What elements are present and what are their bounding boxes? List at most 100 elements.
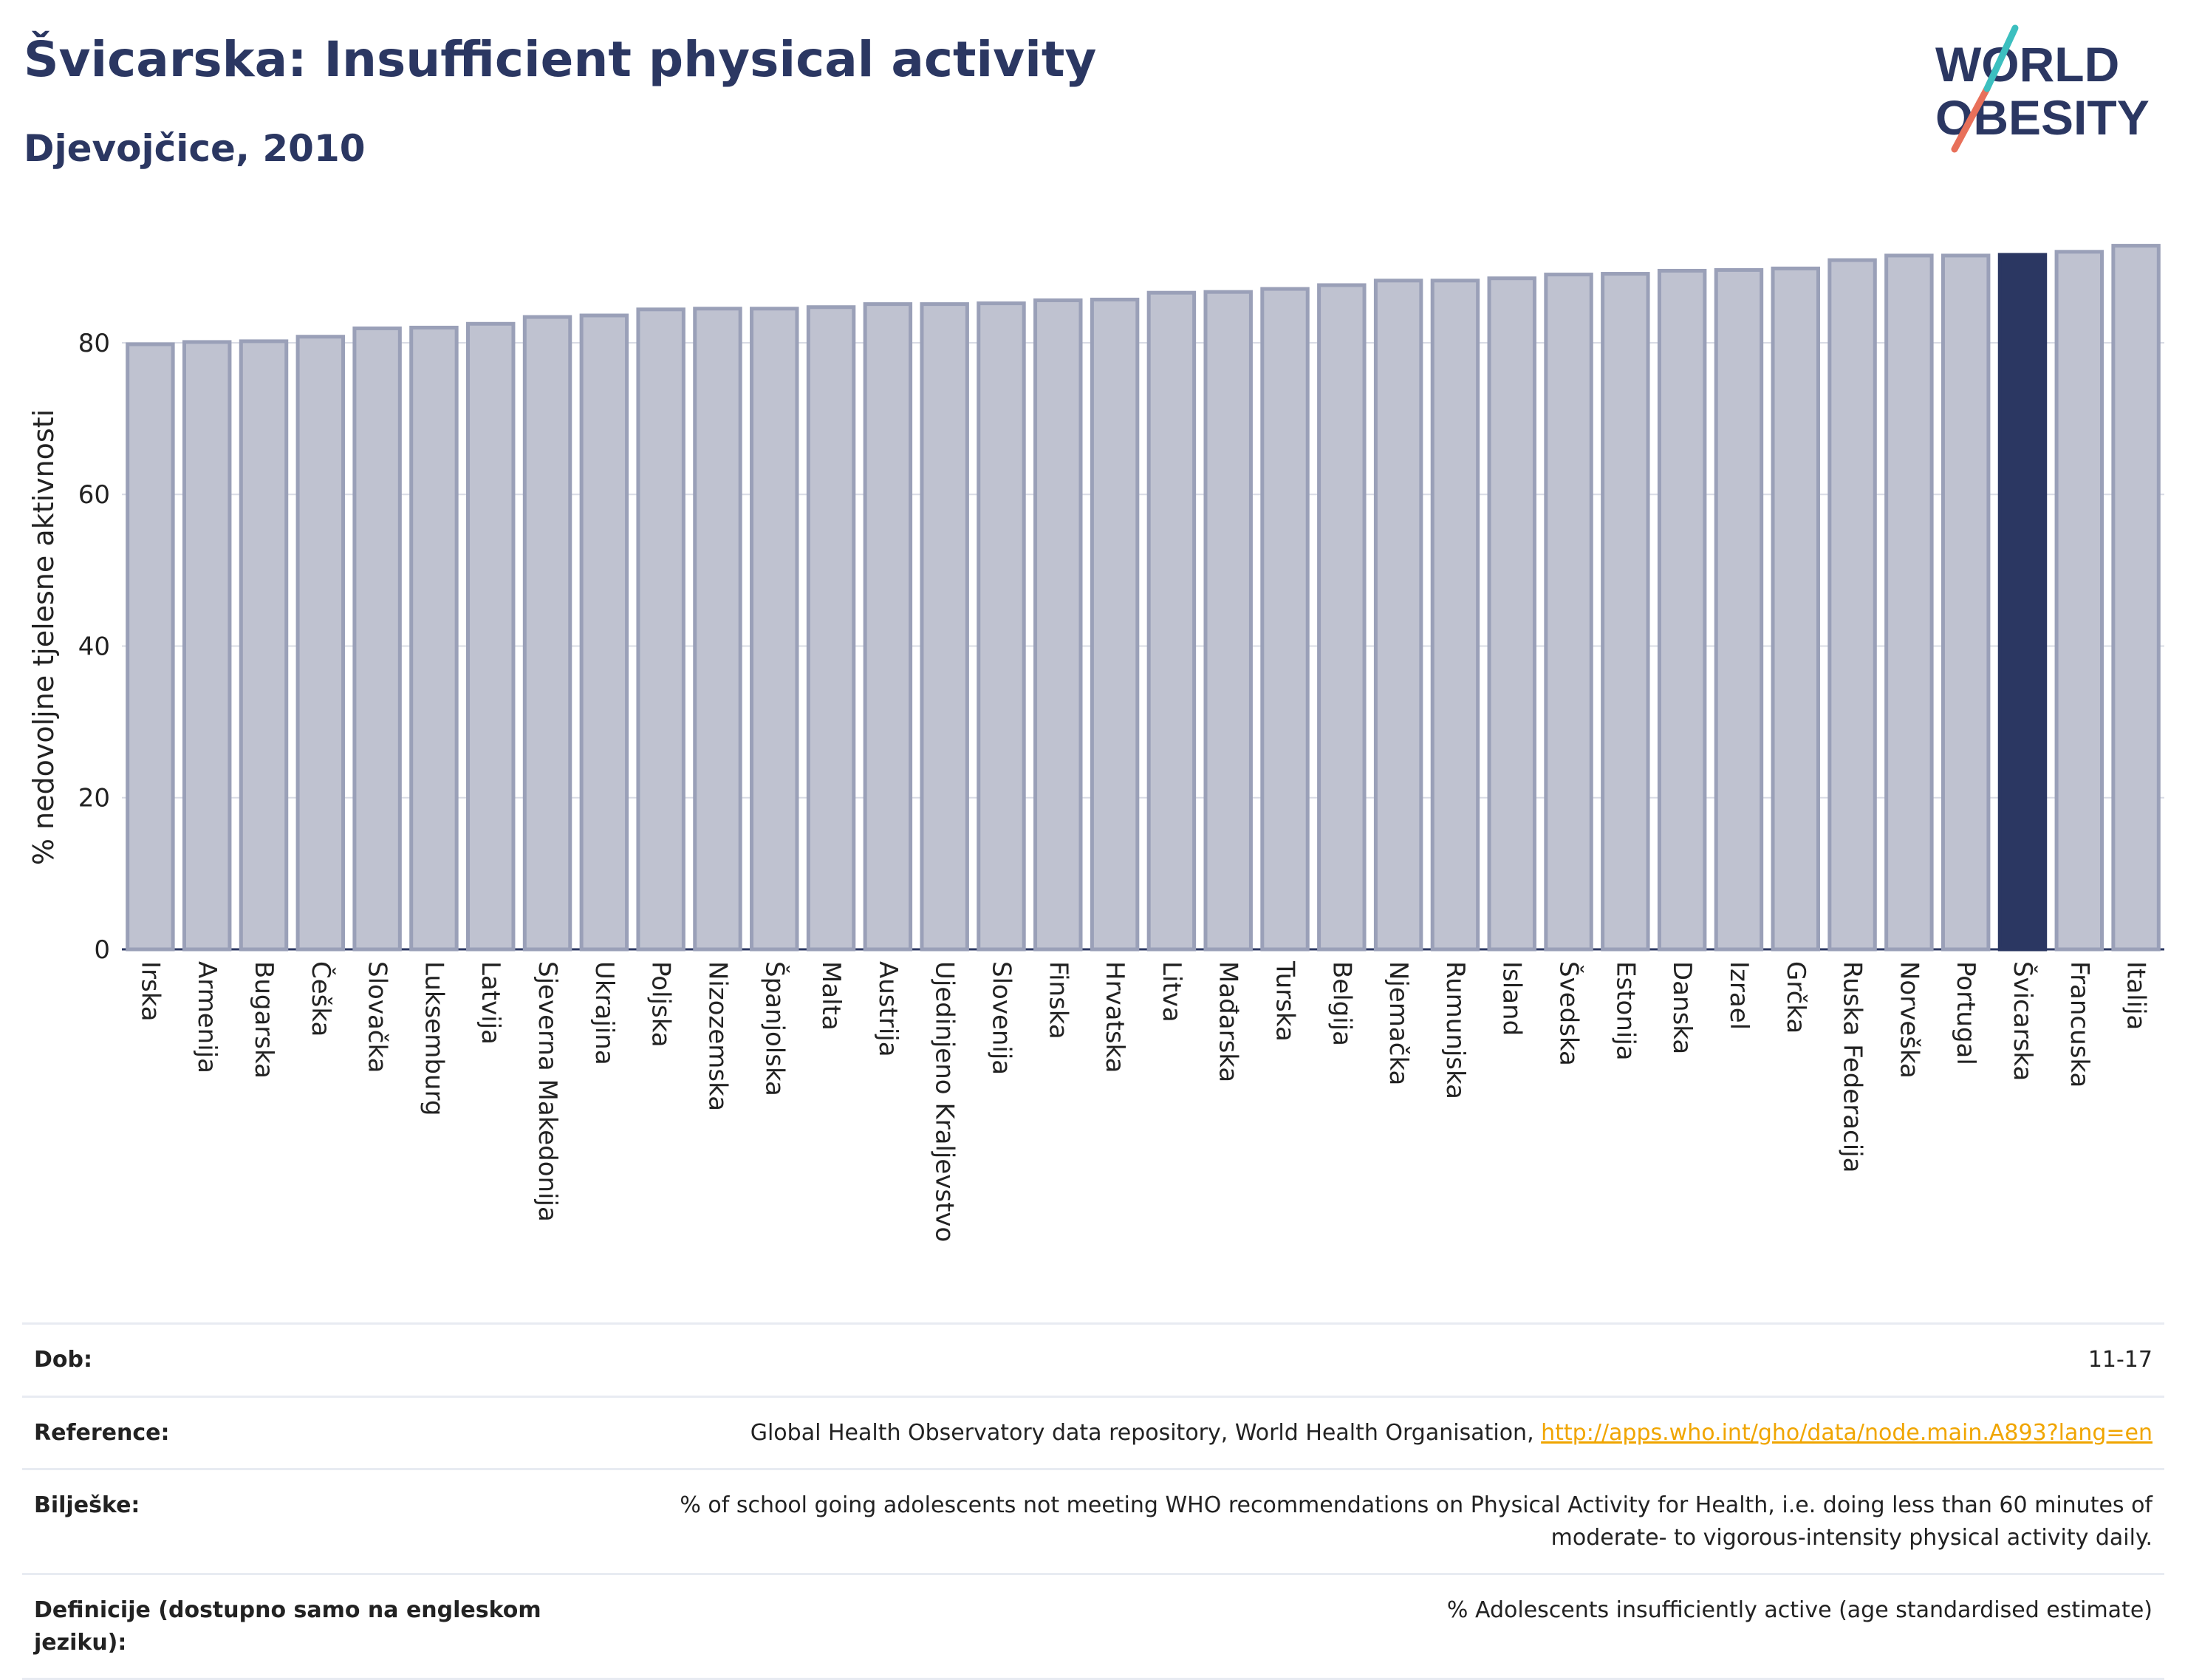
bar-Norveška[interactable] [1884, 253, 1934, 952]
page-title: Švicarska: Insufficient physical activit… [24, 31, 1097, 88]
bar-Mađarska[interactable] [1203, 290, 1253, 952]
x-tick-label: Austrija [873, 961, 903, 1057]
page-subtitle: Djevojčice, 2010 [24, 127, 366, 170]
y-axis-label: % nedovoljne tjelesne aktivnosti [27, 409, 60, 865]
x-tick-label: Francuska [2065, 961, 2094, 1087]
svg-text:WORLD: WORLD [1935, 37, 2119, 92]
bar-Turska[interactable] [1260, 287, 1310, 952]
bar-Ruska Federacija[interactable] [1827, 258, 1877, 952]
bar-Island[interactable] [1487, 276, 1536, 952]
bar-Švedska[interactable] [1544, 273, 1593, 952]
meta-row-age: Dob: 11-17 [22, 1322, 2164, 1398]
definitions-value: % Adolescents insufficiently active (age… [578, 1573, 2164, 1680]
meta-row-reference: Reference: Global Health Observatory dat… [22, 1395, 2164, 1470]
x-tick-label: Belgija [1327, 961, 1356, 1046]
bar-Ukrajina[interactable] [579, 313, 629, 952]
bar-Finska[interactable] [1033, 298, 1083, 952]
x-tick-label: Finska [1043, 961, 1073, 1039]
x-tick-label: Litva [1157, 961, 1186, 1022]
y-tick-label: 60 [78, 480, 110, 510]
bar-Ujedinjeno Kraljevstvo[interactable] [920, 302, 969, 952]
bar-Portugal[interactable] [1940, 253, 1991, 952]
definitions-label: Definicije (dostupno samo na engleskom j… [22, 1573, 578, 1680]
bar-Danska[interactable] [1657, 268, 1707, 952]
bar-Belgija[interactable] [1317, 283, 1367, 952]
svg-text:OBESITY: OBESITY [1935, 90, 2150, 145]
bar-Latvija[interactable] [466, 321, 516, 952]
notes-value: % of school going adolescents not meetin… [578, 1468, 2164, 1575]
notes-label: Bilješke: [22, 1468, 578, 1575]
reference-text: Global Health Observatory data repositor… [750, 1419, 1542, 1446]
bar-Slovačka[interactable] [352, 326, 402, 952]
x-tick-label: Sjeverna Makedonija [533, 961, 562, 1222]
meta-row-definitions: Definicije (dostupno samo na engleskom j… [22, 1573, 2164, 1680]
x-tick-label: Poljska [646, 961, 676, 1048]
x-tick-label: Švicarska [2008, 961, 2038, 1081]
x-tick-label: Bugarska [249, 961, 278, 1079]
x-tick-label: Latvija [476, 961, 505, 1045]
x-tick-label: Danska [1667, 961, 1697, 1054]
bar-Švicarska[interactable] [1997, 253, 2048, 952]
age-label: Dob: [22, 1322, 578, 1398]
bar-Rumunjska[interactable] [1430, 279, 1480, 952]
bar-Grčka[interactable] [1771, 266, 1820, 952]
x-tick-label: Češka [306, 961, 336, 1037]
x-tick-label: Irska [135, 961, 165, 1022]
bar-Izrael[interactable] [1714, 267, 1764, 952]
bar-Nizozemska[interactable] [693, 307, 742, 952]
x-tick-label: Nizozemska [702, 961, 732, 1111]
bar-Češka[interactable] [295, 335, 346, 952]
x-tick-labels: Irska Armenija Bugarska Češka Slovačka Luksem… [135, 960, 2150, 1242]
reference-link[interactable]: http://apps.who.int/gho/data/node.main.A… [1541, 1419, 2152, 1446]
bar-Luksemburg[interactable] [409, 325, 459, 952]
x-tick-label: Ujedinjeno Kraljevstvo [930, 961, 960, 1242]
bar-Poljska[interactable] [636, 307, 685, 952]
bar-Francuska[interactable] [2054, 250, 2104, 952]
bar-Estonija[interactable] [1601, 272, 1650, 952]
x-tick-label: Turska [1271, 960, 1300, 1042]
x-tick-label: Njemačka [1384, 961, 1413, 1085]
metadata-table: Dob: 11-17 Reference: Global Health Obse… [22, 1322, 2164, 1680]
bar-Litva[interactable] [1146, 290, 1197, 952]
x-tick-label: Slovenija [986, 961, 1016, 1075]
x-tick-label: Estonija [1610, 961, 1640, 1061]
x-tick-label: Norveška [1894, 961, 1924, 1079]
y-tick-label: 20 [78, 784, 110, 813]
x-tick-label: Švedska [1554, 961, 1584, 1066]
bar-Slovenija[interactable] [977, 301, 1026, 952]
age-value: 11-17 [578, 1322, 2164, 1398]
bar-Italija[interactable] [2111, 244, 2161, 952]
bar-Irska[interactable] [126, 342, 175, 952]
y-tick-label: 40 [78, 632, 110, 661]
x-tick-label: Mađarska [1214, 961, 1243, 1082]
x-tick-label: Luksemburg [419, 961, 448, 1116]
x-tick-label: Španjolska [759, 961, 790, 1096]
x-tick-label: Rumunjska [1440, 961, 1470, 1099]
bar-Njemačka[interactable] [1373, 279, 1423, 952]
bar-Austrija[interactable] [863, 302, 913, 952]
bars [126, 244, 2161, 952]
x-tick-label: Portugal [1951, 961, 1980, 1065]
x-tick-label: Armenija [192, 961, 222, 1073]
x-tick-label: Ukrajina [589, 961, 619, 1065]
x-tick-label: Italija [2121, 961, 2151, 1030]
meta-row-notes: Bilješke: % of school going adolescents … [22, 1468, 2164, 1575]
bar-chart: 0 20 40 60 80 Irska Armenija Bugarska Češka Slov… [27, 244, 2164, 1242]
bar-Armenija[interactable] [182, 340, 232, 952]
x-tick-label: Malta [816, 961, 846, 1031]
x-tick-label: Slovačka [363, 961, 392, 1073]
x-tick-label: Ruska Federacija [1838, 961, 1867, 1172]
grid-lines [122, 341, 2164, 951]
bar-Sjeverna Makedonija[interactable] [522, 315, 572, 952]
bar-Španjolska[interactable] [750, 307, 799, 952]
reference-label: Reference: [22, 1395, 578, 1470]
y-tick-labels: 0 20 40 60 80 [78, 329, 110, 965]
bar-Bugarska[interactable] [239, 339, 289, 952]
world-obesity-logo: WORLD OBESITY [1935, 24, 2150, 153]
x-tick-label: Grčka [1781, 961, 1810, 1034]
bar-Malta[interactable] [806, 305, 856, 952]
x-tick-label: Hrvatska [1100, 961, 1129, 1073]
x-tick-label: Island [1497, 961, 1527, 1036]
bar-Hrvatska[interactable] [1090, 297, 1140, 952]
y-tick-label: 80 [78, 329, 110, 358]
